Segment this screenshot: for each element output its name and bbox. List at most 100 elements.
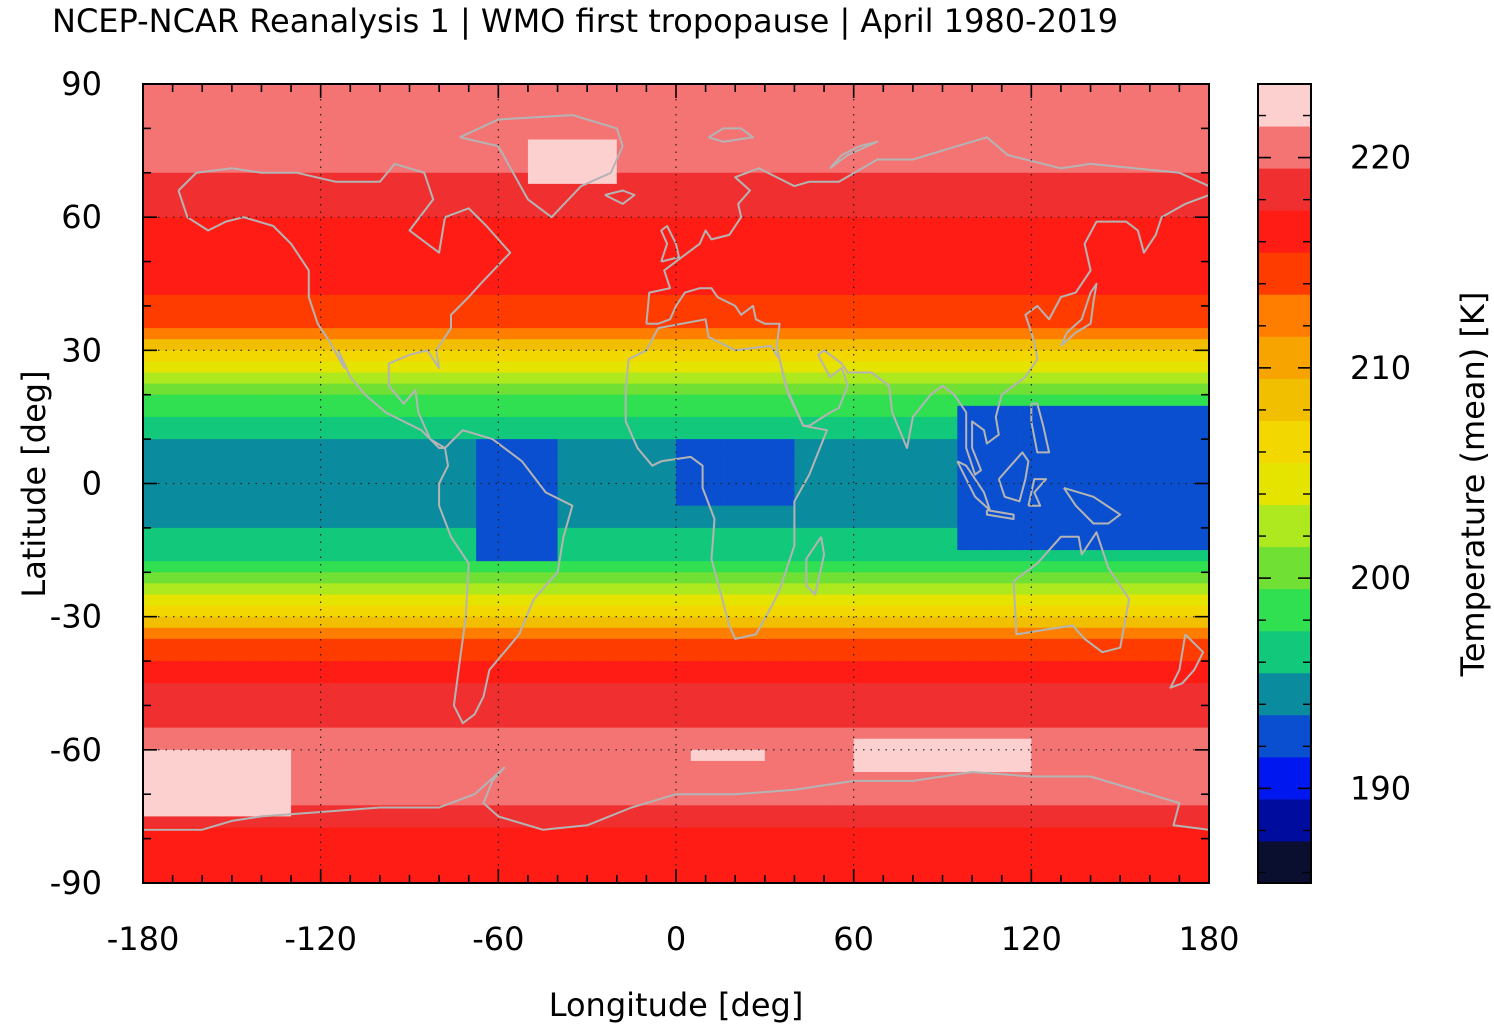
field-cell — [705, 372, 714, 385]
field-cell — [187, 294, 196, 307]
field-cell — [942, 194, 951, 207]
field-cell — [527, 350, 536, 363]
field-cell — [1127, 339, 1136, 351]
field-cell — [1038, 339, 1047, 351]
field-cell — [379, 283, 388, 296]
field-cell — [461, 317, 470, 329]
field-cell — [1060, 84, 1069, 96]
field-cell — [690, 95, 699, 107]
field-cell — [394, 461, 403, 474]
field-cell — [638, 161, 647, 174]
field-cell — [231, 461, 240, 474]
field-cell — [579, 461, 588, 474]
field-cell — [883, 294, 892, 307]
field-cell — [661, 428, 670, 440]
field-cell — [1016, 150, 1025, 163]
field-cell — [542, 350, 551, 363]
field-cell — [1053, 84, 1062, 96]
field-cell — [239, 183, 248, 196]
field-cell — [328, 228, 337, 240]
field-cell — [231, 317, 240, 329]
field-cell — [231, 117, 240, 129]
field-cell — [787, 161, 796, 174]
field-cell — [305, 84, 314, 96]
field-cell — [1194, 339, 1203, 351]
field-cell — [1142, 428, 1151, 440]
field-cell — [261, 228, 270, 240]
field-cell — [157, 150, 166, 163]
field-cell — [964, 305, 973, 318]
field-cell — [461, 405, 470, 418]
field-cell — [1009, 350, 1018, 363]
field-cell — [935, 372, 944, 385]
field-cell — [690, 183, 699, 196]
field-cell — [994, 194, 1003, 207]
field-cell — [772, 461, 781, 474]
field-cell — [927, 194, 936, 207]
field-cell — [720, 461, 729, 474]
field-cell — [801, 84, 810, 96]
field-cell — [194, 461, 203, 474]
field-cell — [165, 416, 174, 429]
field-cell — [527, 261, 536, 274]
field-cell — [239, 95, 248, 107]
field-cell — [209, 361, 218, 374]
field-cell — [254, 228, 263, 240]
field-cell — [794, 128, 803, 141]
field-cell — [735, 416, 744, 429]
field-cell — [550, 461, 559, 474]
field-cell — [713, 161, 722, 174]
field-cell — [1171, 450, 1180, 462]
field-cell — [868, 372, 877, 385]
field-cell — [498, 95, 507, 107]
field-cell — [335, 250, 344, 263]
field-cell — [668, 84, 677, 96]
field-cell — [320, 372, 329, 385]
field-cell — [394, 450, 403, 462]
field-cell — [594, 439, 603, 451]
field-cell — [305, 361, 314, 374]
field-cell — [527, 183, 536, 196]
field-cell — [890, 194, 899, 207]
field-cell — [202, 150, 211, 163]
field-cell — [172, 305, 181, 318]
field-cell — [927, 372, 936, 385]
field-cell — [1149, 117, 1158, 129]
field-cell — [631, 372, 640, 385]
field-cell — [853, 84, 862, 96]
field-cell — [180, 95, 189, 107]
field-cell — [898, 317, 907, 329]
field-cell — [683, 416, 692, 429]
field-cell — [150, 350, 159, 363]
field-cell — [638, 350, 647, 363]
field-cell — [646, 361, 655, 374]
field-cell — [735, 183, 744, 196]
field-cell — [875, 84, 884, 96]
field-cell — [1171, 161, 1180, 174]
field-cell — [431, 228, 440, 240]
field-cell — [1083, 128, 1092, 141]
field-cell — [372, 206, 381, 218]
field-cell — [328, 183, 337, 196]
field-cell — [1164, 416, 1173, 429]
field-cell — [616, 239, 625, 252]
field-cell — [668, 450, 677, 462]
field-cell — [683, 117, 692, 129]
field-cell — [379, 95, 388, 107]
field-cell — [468, 239, 477, 252]
field-cell — [416, 194, 425, 207]
field-cell — [816, 339, 825, 351]
field-cell — [838, 261, 847, 274]
field-cell — [824, 150, 833, 163]
field-cell — [638, 439, 647, 451]
field-cell — [365, 416, 374, 429]
field-cell — [335, 372, 344, 385]
field-cell — [165, 239, 174, 252]
field-cell — [305, 228, 314, 240]
field-cell — [757, 461, 766, 474]
field-cell — [935, 228, 944, 240]
field-cell — [1038, 84, 1047, 96]
field-cell — [638, 172, 647, 185]
field-cell — [1097, 217, 1106, 229]
field-cell — [165, 305, 174, 318]
